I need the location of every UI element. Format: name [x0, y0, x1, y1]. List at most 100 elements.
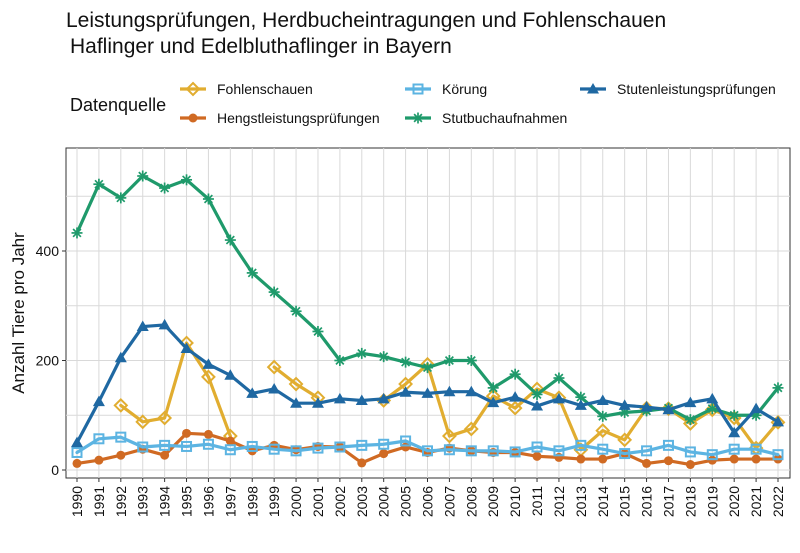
data-point [728, 409, 740, 421]
data-point [400, 356, 412, 368]
data-point [136, 320, 149, 332]
x-tick-label: 1992 [113, 486, 129, 517]
data-point [246, 387, 259, 398]
x-tick-label: 1997 [222, 486, 238, 517]
data-point [772, 382, 784, 394]
data-point [443, 355, 455, 366]
data-point [422, 362, 433, 374]
series-körung [71, 431, 784, 461]
data-point [553, 445, 565, 457]
data-point [268, 382, 281, 394]
data-point [246, 440, 258, 452]
data-point [201, 369, 216, 385]
y-tick-label: 200 [36, 353, 60, 369]
data-point [135, 414, 151, 430]
data-point [334, 355, 346, 366]
data-point [224, 234, 236, 246]
legend-key-stutbuchaufnahmen [405, 112, 431, 124]
x-tick-label: 2008 [463, 486, 479, 517]
data-point [355, 394, 368, 405]
data-point [93, 433, 105, 445]
data-point [71, 436, 83, 448]
data-point [115, 431, 127, 443]
x-tick-label: 1990 [69, 486, 85, 517]
data-point [595, 423, 611, 438]
data-point [378, 438, 390, 450]
x-tick-label: 2011 [529, 486, 545, 516]
data-point [356, 347, 368, 359]
data-point [728, 426, 741, 438]
data-point [290, 445, 302, 457]
data-point [290, 397, 303, 408]
x-tick-label: 2003 [354, 486, 370, 517]
data-point [157, 410, 173, 426]
data-point [750, 402, 763, 414]
data-point [71, 446, 83, 458]
data-point [159, 439, 171, 451]
data-point [72, 458, 82, 468]
data-point [92, 395, 105, 407]
data-point [421, 387, 434, 398]
series-stutenleistungsprüfungen [71, 318, 784, 448]
x-tick-label: 1991 [91, 486, 107, 517]
x-tick-label: 2013 [573, 486, 589, 517]
data-point [465, 445, 477, 457]
x-tick-label: 2015 [617, 486, 633, 517]
y-tick-label: 0 [51, 462, 59, 478]
data-point [751, 454, 761, 464]
data-point [532, 451, 542, 461]
axes: 0 200 400 1990 1991 1992 1993 1994 1995 1996 1997 1… [36, 243, 786, 517]
x-tick-label: 1995 [179, 486, 195, 517]
legend-label: Stutbuchaufnahmen [442, 110, 567, 126]
data-point [422, 445, 433, 457]
data-point [400, 435, 412, 447]
data-point [598, 454, 608, 464]
x-tick-label: 2022 [770, 486, 786, 517]
data-point [159, 182, 171, 194]
data-point [443, 444, 455, 456]
y-axis-label: Anzahl Tiere pro Jahr [9, 232, 28, 394]
data-point [465, 385, 478, 397]
data-point [115, 192, 127, 204]
data-point [575, 439, 587, 451]
data-point [114, 351, 127, 363]
x-tick-label: 1999 [266, 486, 282, 517]
x-tick-label: 2018 [682, 486, 698, 517]
legend-label: Hengstleistungsprüfungen [217, 110, 380, 126]
data-point [333, 392, 346, 404]
data-point [182, 428, 192, 438]
legend-key-hengstleistungsprüfungen [180, 113, 206, 123]
data-point [619, 407, 631, 419]
data-point [357, 458, 367, 468]
data-point [93, 178, 105, 190]
data-point [487, 382, 499, 394]
x-tick-label: 2014 [595, 486, 611, 517]
data-point [224, 369, 237, 380]
data-point [203, 429, 213, 439]
legend-label: Körung [442, 81, 487, 97]
y-tick-label: 400 [36, 243, 60, 259]
data-point [441, 428, 457, 444]
data-point [509, 368, 521, 380]
x-tick-label: 2009 [485, 486, 501, 517]
data-point [531, 399, 544, 411]
data-point [576, 454, 586, 464]
data-point [750, 443, 762, 455]
data-point [225, 436, 235, 446]
chart-subtitle: Haflinger und Edelbluthaflinger in Bayer… [70, 35, 452, 58]
data-point [574, 399, 587, 410]
chart-title: Leistungsprüfungen, Herdbucheintragungen… [66, 9, 666, 32]
data-point [311, 397, 324, 408]
data-point [684, 396, 697, 408]
data-point [487, 445, 499, 457]
data-point [684, 446, 696, 458]
data-point [312, 442, 324, 454]
data-point [463, 421, 479, 437]
x-tick-label: 1994 [157, 486, 173, 517]
legend-key-körung [405, 83, 431, 95]
data-point [618, 399, 631, 410]
data-point [596, 394, 609, 405]
x-tick-label: 2000 [288, 486, 304, 517]
data-point [180, 342, 193, 353]
